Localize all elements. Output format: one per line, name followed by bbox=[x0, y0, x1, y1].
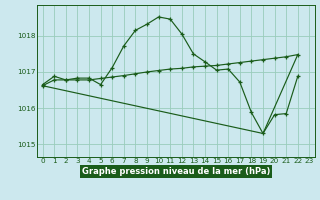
X-axis label: Graphe pression niveau de la mer (hPa): Graphe pression niveau de la mer (hPa) bbox=[82, 167, 270, 176]
